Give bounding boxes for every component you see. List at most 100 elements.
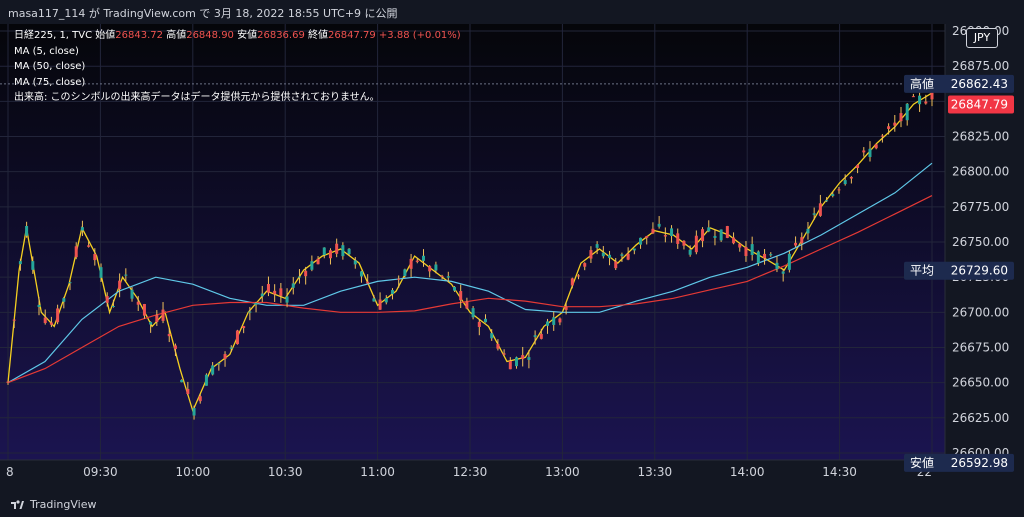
grid: [0, 24, 945, 460]
candle-body: [43, 317, 47, 324]
legend-high-label: 高値: [166, 30, 187, 41]
candle-body: [862, 150, 866, 153]
legend-change: +3.88 (+0.01%): [378, 30, 461, 41]
candle-body: [452, 286, 456, 291]
candle-body: [87, 245, 91, 247]
x-tick-label: 12:30: [453, 465, 488, 479]
candle-body: [68, 282, 72, 284]
candle-body: [434, 264, 438, 271]
legend-ma50[interactable]: MA (50, close): [14, 61, 86, 72]
tradingview-logo-icon: [11, 500, 24, 509]
price-label-box: [904, 74, 1014, 93]
time-axis[interactable]: 8 09:30 10:00 10:30 11:00 12:30 13:00 13:30 14:0…: [6, 465, 932, 479]
legend-low: 26836.69: [257, 30, 305, 41]
candle-body: [775, 262, 779, 270]
legend-ma5[interactable]: MA (5, close): [14, 45, 79, 57]
x-tick-label: 11:00: [360, 465, 395, 479]
candle-body: [539, 333, 543, 339]
candle-body: [787, 253, 791, 270]
candle-body: [645, 236, 649, 238]
candle-body: [192, 408, 196, 416]
candle-body: [161, 309, 165, 321]
candle-body: [564, 306, 568, 310]
candle-body: [924, 101, 928, 104]
candle-body: [663, 235, 667, 237]
candle-body: [49, 322, 53, 325]
candle-body: [366, 281, 370, 284]
publish-info: masa117_114 が TradingView.com で 3月 18, 2…: [8, 7, 398, 20]
candle-body: [260, 293, 264, 297]
candle-body: [490, 333, 494, 339]
price-chart[interactable]: 26600.0026625.0026650.0026675.0026700.00…: [0, 24, 1024, 492]
candle-body: [322, 247, 326, 256]
candle-body: [304, 270, 308, 277]
candle-body: [707, 227, 711, 232]
candle-body: [180, 379, 184, 383]
candle-body: [856, 164, 860, 169]
candle-body: [899, 113, 903, 122]
candle-body: [211, 365, 215, 375]
candle-body: [527, 357, 531, 360]
candle-body: [595, 244, 599, 248]
candle-body: [496, 343, 500, 349]
candle-body: [397, 278, 401, 280]
candle-body: [93, 253, 97, 261]
candle-body: [688, 249, 692, 255]
candle-body: [763, 253, 767, 259]
candle-body: [390, 290, 394, 295]
x-tick-label: 13:30: [638, 465, 673, 479]
candle-body: [297, 276, 301, 278]
currency-button[interactable]: JPY: [966, 28, 998, 48]
brand-name: TradingView: [30, 498, 97, 511]
legend-close: 26847.79: [328, 30, 376, 41]
candle-body: [310, 261, 314, 270]
candle-body: [446, 276, 450, 278]
legend-close-label: 終値: [308, 30, 329, 41]
y-tick-label: 26750.00: [952, 235, 1009, 249]
candle-body: [167, 333, 171, 337]
candle-body: [657, 223, 661, 227]
legend-low-label: 安値: [237, 30, 258, 41]
legend-ma75[interactable]: MA (75, close): [14, 76, 86, 88]
candle-body: [291, 283, 295, 288]
candle-body: [409, 258, 413, 269]
candle-body: [242, 326, 246, 329]
legend-volume-note: 出来高: このシンボルの出来高データはデータ提供元から提供されておりません。: [14, 92, 380, 103]
candle-body: [601, 252, 605, 257]
y-tick-label: 26650.00: [952, 376, 1009, 390]
candle-body: [905, 103, 909, 121]
candle-body: [583, 263, 587, 267]
candle-body: [756, 251, 760, 264]
candle-body: [521, 355, 525, 360]
candle-body: [719, 229, 723, 241]
y-tick-label: 26775.00: [952, 200, 1009, 214]
candle-body: [316, 258, 320, 265]
candle-body: [893, 122, 897, 126]
candle-body: [285, 296, 289, 303]
candle-body: [421, 255, 425, 261]
candle-body: [155, 315, 159, 323]
legend-symbol[interactable]: 日経225, 1, TVC: [14, 30, 93, 41]
candle-body: [347, 248, 351, 255]
candle-body: [279, 288, 283, 296]
candles: [6, 80, 934, 420]
legend-high: 26848.90: [186, 30, 234, 41]
last-price-label: 26847.79: [951, 97, 1008, 111]
candle-body: [794, 242, 798, 246]
candle-body: [105, 296, 109, 303]
candle-body: [570, 278, 574, 286]
candle-body: [459, 291, 463, 301]
candle-body: [725, 226, 729, 238]
x-tick-label: 09:30: [83, 465, 118, 479]
candle-body: [849, 176, 853, 179]
candle-body: [31, 261, 35, 270]
candle-body: [911, 96, 915, 98]
candle-body: [750, 244, 754, 255]
price-label-box: [904, 453, 1014, 472]
candle-body: [217, 363, 221, 365]
candle-body: [99, 267, 103, 278]
price-label-value: 26592.98: [951, 456, 1008, 470]
x-tick-label: 14:00: [730, 465, 765, 479]
candle-body: [37, 304, 41, 308]
legend-open: 26843.72: [115, 30, 164, 41]
